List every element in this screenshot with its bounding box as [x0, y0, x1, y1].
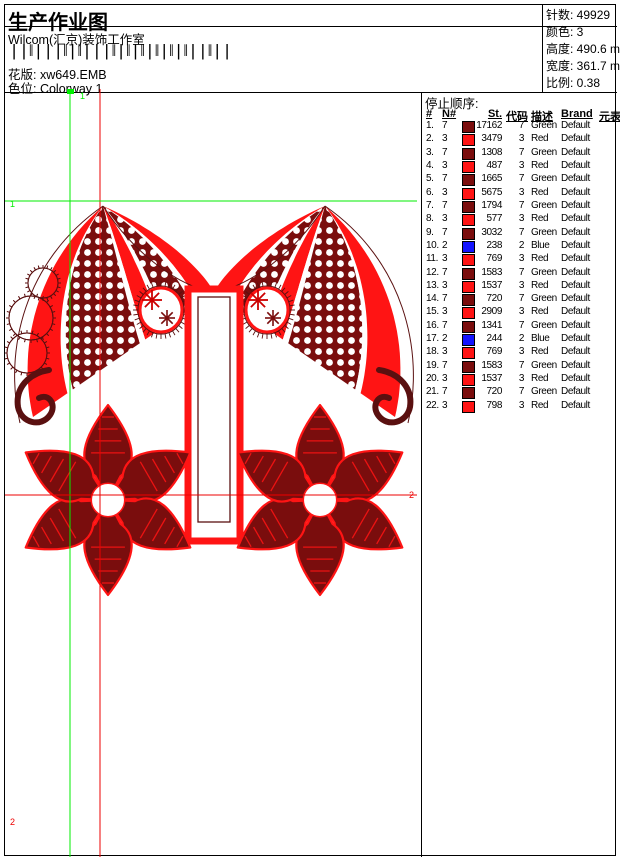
- svg-text:1: 1: [10, 199, 15, 209]
- svg-text:2: 2: [409, 490, 414, 500]
- svg-text:1: 1: [80, 91, 85, 101]
- svg-text:2: 2: [10, 817, 15, 827]
